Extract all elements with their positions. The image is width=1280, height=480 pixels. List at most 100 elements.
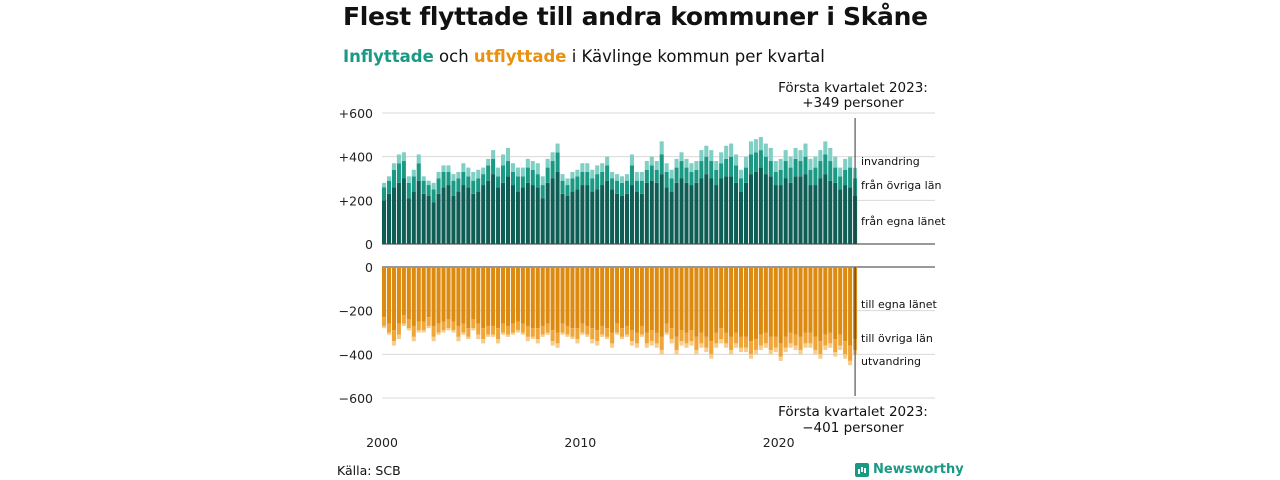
bar-out-segment: [466, 328, 471, 337]
bar-in-segment: [580, 185, 585, 244]
bar-in-segment: [843, 158, 848, 170]
bar-in-segment: [382, 187, 387, 201]
bar-out-segment: [833, 352, 838, 357]
bar-out-segment: [773, 336, 778, 348]
bar-in-segment: [421, 193, 426, 244]
bar-out-segment: [585, 267, 590, 326]
bar-in-segment: [629, 185, 634, 244]
bar-out-segment: [610, 343, 615, 348]
bar-in-segment: [848, 167, 853, 188]
bar-out-segment: [520, 323, 525, 333]
bar-in-segment: [600, 185, 605, 244]
bar-out-segment: [461, 323, 466, 333]
bar-in-segment: [813, 156, 818, 168]
bar-in-segment: [446, 171, 451, 186]
bar-out-segment: [391, 330, 396, 342]
bar-out-segment: [788, 343, 793, 348]
bar-in-segment: [654, 161, 659, 170]
bar-out-segment: [476, 267, 481, 324]
bar-in-segment: [515, 176, 520, 192]
bar-in-segment: [391, 163, 396, 170]
bar-in-segment: [828, 161, 833, 181]
bar-in-segment: [778, 169, 783, 186]
bar-in-segment: [763, 174, 768, 244]
bar-in-segment: [639, 193, 644, 244]
bar-in-segment: [446, 165, 451, 172]
bar-out-segment: [739, 267, 744, 337]
x-tick-label: 2010: [564, 435, 596, 450]
bar-in-segment: [624, 180, 630, 194]
bar-out-segment: [674, 267, 679, 337]
bar-out-segment: [644, 343, 649, 348]
bar-out-segment: [610, 267, 615, 333]
bar-out-segment: [679, 341, 684, 346]
bar-in-segment: [763, 156, 768, 175]
bar-in-segment: [719, 163, 724, 179]
bar-in-segment: [833, 156, 838, 168]
bar-in-segment: [396, 182, 401, 244]
bar-out-segment: [386, 323, 392, 333]
y-tick-label: +400: [339, 150, 373, 165]
bar-out-segment: [773, 347, 778, 353]
bar-in-segment: [689, 163, 694, 172]
y-tick-label: −600: [339, 391, 373, 406]
bar-out-segment: [496, 328, 501, 340]
bar-out-segment: [486, 325, 491, 335]
bar-out-segment: [709, 267, 714, 342]
bar-out-segment: [481, 328, 486, 340]
bar-in-segment: [525, 158, 530, 168]
bar-out-segment: [719, 328, 724, 340]
bar-in-segment: [426, 195, 431, 244]
bar-out-segment: [659, 336, 664, 350]
bar-out-segment: [818, 341, 823, 355]
bar-in-segment: [451, 180, 456, 196]
bar-out-segment: [778, 343, 783, 357]
bar-in-segment: [535, 174, 540, 188]
bar-out-segment: [466, 336, 471, 340]
bar-out-segment: [654, 267, 659, 333]
series-label-in: från övriga län: [861, 179, 941, 192]
bar-in-segment: [624, 193, 630, 244]
bar-in-segment: [471, 193, 476, 244]
bar-out-segment: [669, 267, 674, 329]
bar-out-segment: [456, 336, 461, 342]
bar-out-segment: [545, 332, 550, 335]
bar-out-segment: [431, 336, 436, 342]
bar-out-segment: [590, 328, 595, 340]
bar-out-segment: [714, 267, 719, 333]
bar-out-segment: [724, 332, 729, 344]
bar-out-segment: [520, 267, 525, 324]
bar-in-segment: [714, 169, 719, 186]
bar-out-segment: [833, 339, 838, 353]
bar-in-segment: [773, 161, 778, 172]
bar-out-segment: [476, 323, 481, 335]
bar-in-segment: [530, 161, 535, 170]
bar-in-segment: [605, 180, 610, 244]
bar-in-segment: [818, 161, 823, 179]
y-tick-label: 0: [365, 237, 373, 252]
bar-in-segment: [580, 171, 585, 186]
annotation-top-line2: +349 personer: [802, 95, 904, 111]
bar-in-segment: [654, 169, 659, 183]
bar-out-segment: [734, 267, 739, 333]
bar-out-segment: [505, 334, 511, 337]
bar-in-segment: [476, 169, 481, 179]
labels: 0 +200 +400 +600 0 −200 −400 −600 2000 2010 2020 Fö…: [339, 80, 946, 450]
bar-out-segment: [600, 325, 605, 335]
bar-out-segment: [530, 336, 535, 340]
bar-in-segment: [739, 191, 744, 244]
bar-in-segment: [555, 152, 560, 172]
bar-out-segment: [818, 267, 823, 342]
bar-in-segment: [823, 154, 828, 175]
bar-in-segment: [828, 147, 833, 162]
bar-in-segment: [838, 189, 843, 244]
bar-out-segment: [699, 343, 704, 348]
bar-out-segment: [828, 332, 833, 344]
bar-in-segment: [823, 141, 828, 155]
bar-out-segment: [515, 330, 520, 333]
bar-in-segment: [743, 156, 749, 168]
bar-out-segment: [466, 267, 471, 329]
bar-in-segment: [674, 167, 679, 183]
bar-in-segment: [753, 152, 758, 172]
bar-out-segment: [634, 332, 639, 344]
